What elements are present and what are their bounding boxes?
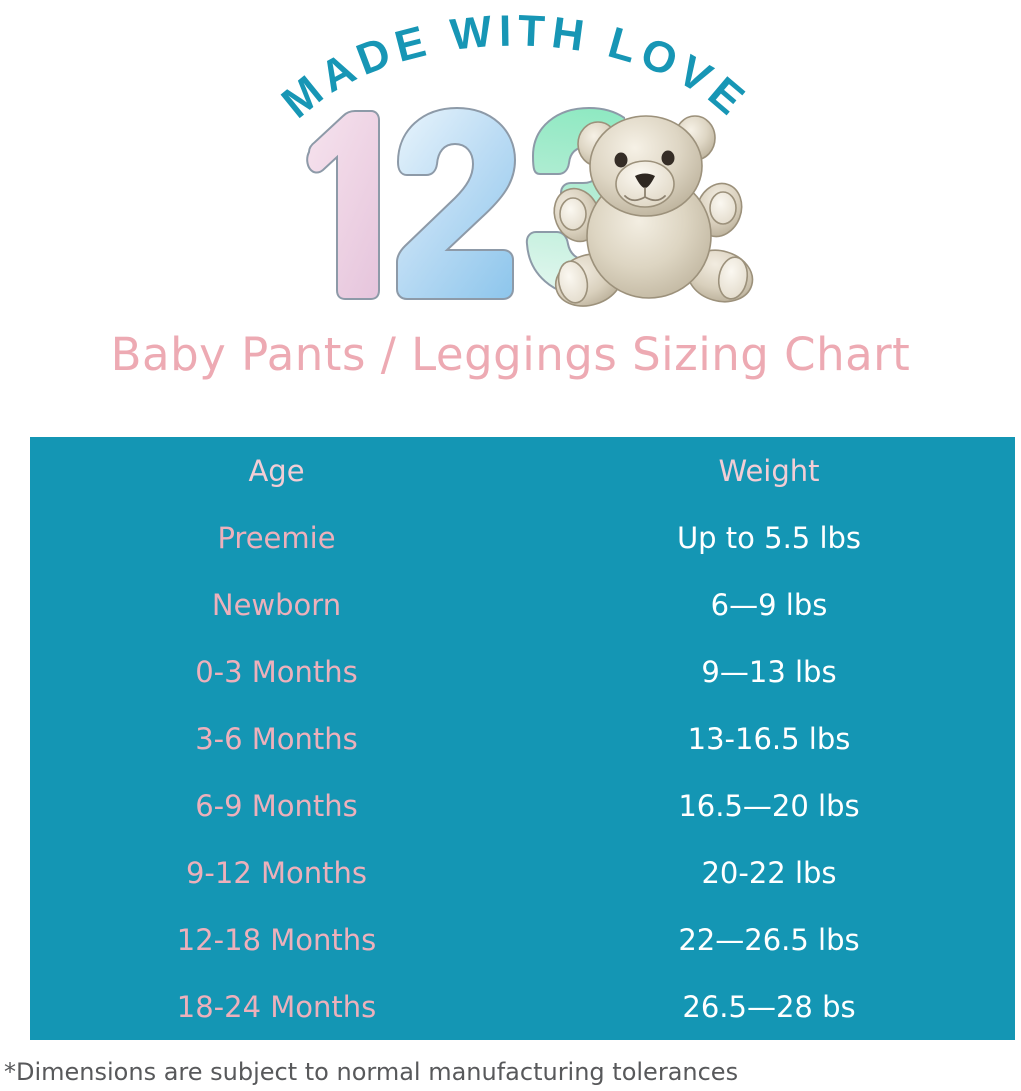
table-row: 0-3 Months 9—13 lbs <box>30 638 1015 705</box>
cell-weight: 9—13 lbs <box>523 638 1015 705</box>
brand-logo: MADE WITH LOVE <box>0 0 1021 330</box>
bear-mouth <box>624 187 666 202</box>
cell-weight: 13-16.5 lbs <box>523 705 1015 772</box>
bear-foot-pad-right <box>717 256 749 300</box>
table-row: Preemie Up to 5.5 lbs <box>30 504 1015 571</box>
table-row: 6-9 Months 16.5—20 lbs <box>30 772 1015 839</box>
arc-text-made-with-love: MADE WITH LOVE <box>273 6 752 128</box>
cell-weight: 16.5—20 lbs <box>523 772 1015 839</box>
cell-age: 0-3 Months <box>30 638 523 705</box>
bear-paw-pad-right <box>709 191 737 225</box>
cell-weight: 20-22 lbs <box>523 839 1015 906</box>
page-title: Baby Pants / Leggings Sizing Chart <box>110 328 911 381</box>
bear-eye-right <box>661 150 675 166</box>
cell-age: 18-24 Months <box>30 973 523 1040</box>
bear-eye-left <box>614 152 628 168</box>
cell-age: 6-9 Months <box>30 772 523 839</box>
table-row: Newborn 6—9 lbs <box>30 571 1015 638</box>
table-header-row: Age Weight <box>30 437 1015 504</box>
table-row: 12-18 Months 22—26.5 lbs <box>30 906 1015 973</box>
column-header-age: Age <box>30 437 523 504</box>
bear-nose <box>635 173 655 188</box>
cell-age: 3-6 Months <box>30 705 523 772</box>
sizing-chart-table: Age Weight Preemie Up to 5.5 lbs Newborn… <box>30 437 1015 1040</box>
cell-age: 12-18 Months <box>30 906 523 973</box>
cell-weight: 6—9 lbs <box>523 571 1015 638</box>
teddy-bear-icon <box>553 115 754 307</box>
cell-weight: 22—26.5 lbs <box>523 906 1015 973</box>
digit-2-shape <box>396 106 517 300</box>
bear-foot-pad-left <box>557 260 589 304</box>
table-row: 9-12 Months 20-22 lbs <box>30 839 1015 906</box>
table-row: 3-6 Months 13-16.5 lbs <box>30 705 1015 772</box>
column-header-weight: Weight <box>523 437 1015 504</box>
table-row: 18-24 Months 26.5—28 bs <box>30 973 1015 1040</box>
cell-weight: 26.5—28 bs <box>523 973 1015 1040</box>
bear-paw-pad-left <box>559 197 587 231</box>
cell-age: Newborn <box>30 571 523 638</box>
cell-age: 9-12 Months <box>30 839 523 906</box>
footnote-text: *Dimensions are subject to normal manufa… <box>4 1058 739 1086</box>
digit-1-shape <box>306 110 380 300</box>
cell-age: Preemie <box>30 504 523 571</box>
cell-weight: Up to 5.5 lbs <box>523 504 1015 571</box>
